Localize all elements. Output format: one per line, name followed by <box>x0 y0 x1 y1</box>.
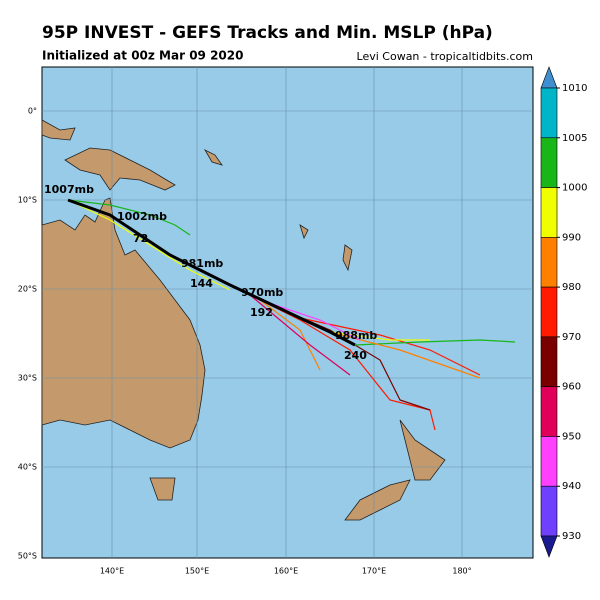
colorbar-band <box>540 485 558 537</box>
colorbar-tick-label: 980 <box>562 282 581 293</box>
lon-label: 160°E <box>274 567 298 576</box>
lat-label: 20°S <box>18 285 37 294</box>
colorbar-tick-label: 1000 <box>562 183 587 194</box>
lat-label: 0° <box>28 107 37 116</box>
tasmania <box>149 477 176 501</box>
hour-label: 72 <box>133 232 148 245</box>
lon-label: 170°E <box>362 567 386 576</box>
annotations: 1007mb 1002mb 72 981mb 144 970mb 192 988… <box>44 183 377 362</box>
lon-label: 140°E <box>100 567 124 576</box>
pressure-label: 1007mb <box>44 183 94 196</box>
map: 1007mb 1002mb 72 981mb 144 970mb 192 988… <box>18 66 534 576</box>
subtitle: Initialized at 00z Mar 09 2020 <box>42 49 243 63</box>
title: 95P INVEST - GEFS Tracks and Min. MSLP (… <box>42 23 493 43</box>
colorbar-band <box>540 237 558 288</box>
colorbar-cap <box>540 535 558 558</box>
island <box>41 119 76 141</box>
tracks <box>67 198 516 431</box>
island <box>299 224 309 240</box>
lat-label: 50°S <box>18 552 37 561</box>
colorbar-band <box>540 187 558 238</box>
hour-label: 240 <box>344 349 367 362</box>
colorbar-tick-label: 950 <box>562 431 581 442</box>
hour-label: 192 <box>250 306 273 319</box>
island <box>203 149 223 166</box>
colorbar-band <box>540 336 558 387</box>
land <box>41 119 446 521</box>
colorbar-band <box>540 436 558 487</box>
colorbar-tick-label: 940 <box>562 481 581 492</box>
lon-label: 150°E <box>185 567 209 576</box>
hour-label: 144 <box>190 277 213 290</box>
lon-label: 180° <box>452 567 471 576</box>
lon-labels: 140°E 150°E 160°E 170°E 180° <box>100 567 472 576</box>
pressure-label: 1002mb <box>117 210 167 223</box>
nz-south <box>344 479 411 521</box>
mean-track <box>67 198 356 347</box>
colorbar-tick-label: 970 <box>562 332 581 343</box>
colorbar-band <box>540 87 558 139</box>
colorbar-tick-label: 1010 <box>562 83 587 94</box>
pressure-label: 981mb <box>181 257 223 270</box>
lat-labels: 0° 10°S 20°S 30°S 40°S 50°S <box>18 107 37 561</box>
colorbar-tick-label: 990 <box>562 232 581 243</box>
colorbar-tick-label: 930 <box>562 531 581 542</box>
lat-label: 10°S <box>18 196 37 205</box>
nz-north <box>399 419 446 481</box>
pressure-label: 988mb <box>335 329 377 342</box>
colorbar-cap <box>540 66 558 89</box>
colorbar-band <box>540 137 558 188</box>
colorbar-band <box>540 286 558 338</box>
lat-label: 40°S <box>18 463 37 472</box>
island <box>342 244 353 272</box>
credit: Levi Cowan - tropicaltidbits.com <box>357 50 533 63</box>
lat-label: 30°S <box>18 374 37 383</box>
colorbar-tick-label: 960 <box>562 382 581 393</box>
colorbar: 1010 1005 1000 990 980 970 960 950 940 930 <box>540 66 587 558</box>
new-guinea <box>64 147 176 191</box>
colorbar-band <box>540 386 558 437</box>
colorbar-tick-label: 1005 <box>562 133 587 144</box>
pressure-label: 970mb <box>241 286 283 299</box>
